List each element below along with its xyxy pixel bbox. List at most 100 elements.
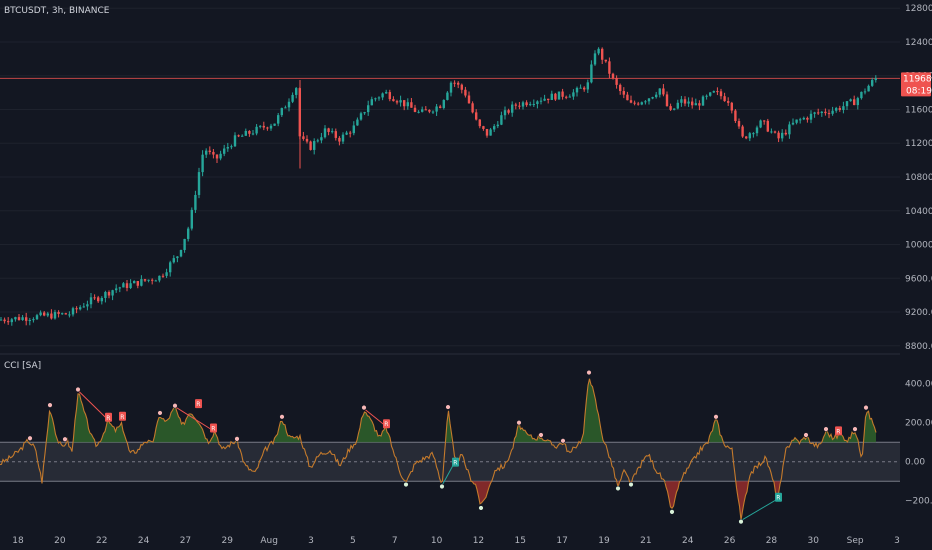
candle-body[interactable]	[615, 77, 618, 85]
candle-body[interactable]	[611, 73, 615, 78]
candle-body[interactable]	[565, 96, 568, 98]
candle-body[interactable]	[655, 94, 658, 98]
candle-body[interactable]	[737, 121, 741, 127]
candle-body[interactable]	[856, 98, 859, 106]
candle-body[interactable]	[17, 317, 21, 321]
candle-body[interactable]	[824, 111, 827, 114]
candle-body[interactable]	[208, 150, 211, 152]
price-axis[interactable]: 8800.00 9200.00 9600.00 10000.00 10400.00 108…	[905, 4, 932, 352]
candle-body[interactable]	[673, 108, 676, 110]
candle-body[interactable]	[287, 101, 291, 108]
candle-body[interactable]	[773, 131, 777, 133]
candle-body[interactable]	[277, 115, 280, 124]
candle-body[interactable]	[255, 126, 258, 134]
candle-body[interactable]	[28, 319, 31, 321]
candle-body[interactable]	[626, 94, 629, 101]
price-candles[interactable]	[0, 47, 877, 326]
candle-body[interactable]	[75, 308, 78, 310]
candle-body[interactable]	[799, 119, 802, 121]
candle-body[interactable]	[475, 112, 478, 120]
candle-body[interactable]	[647, 98, 651, 102]
candle-body[interactable]	[331, 131, 334, 133]
candle-body[interactable]	[172, 258, 175, 263]
candle-body[interactable]	[421, 109, 424, 112]
cci-series-line[interactable]	[0, 378, 877, 521]
candle-body[interactable]	[248, 130, 251, 134]
candle-body[interactable]	[125, 283, 129, 288]
candle-body[interactable]	[424, 109, 427, 111]
candle-body[interactable]	[259, 125, 262, 127]
candle-body[interactable]	[680, 99, 683, 103]
cci-axis[interactable]: −200.00 0.00 200.00 400.00	[905, 380, 932, 507]
candle-body[interactable]	[395, 101, 399, 103]
candle-body[interactable]	[356, 119, 359, 126]
candle-body[interactable]	[874, 78, 877, 81]
candle-body[interactable]	[781, 132, 784, 139]
candle-body[interactable]	[759, 120, 762, 128]
time-axis[interactable]: 18 20 22 24 27 29 Aug 3 5 7 10 12 15 17 19 21 24 26 28 30 Se…	[12, 536, 900, 546]
candle-body[interactable]	[460, 84, 463, 90]
candle-body[interactable]	[367, 105, 370, 113]
candle-body[interactable]	[500, 115, 503, 125]
candle-body[interactable]	[341, 134, 345, 142]
candle-body[interactable]	[802, 117, 805, 120]
candle-body[interactable]	[518, 105, 521, 107]
candle-body[interactable]	[806, 117, 809, 120]
candle-body[interactable]	[791, 122, 795, 125]
candle-body[interactable]	[788, 124, 791, 135]
candle-body[interactable]	[521, 102, 525, 107]
candle-body[interactable]	[770, 131, 773, 133]
candle-body[interactable]	[730, 102, 733, 111]
candle-body[interactable]	[867, 85, 870, 92]
candle-body[interactable]	[734, 110, 737, 122]
candle-body[interactable]	[385, 92, 388, 94]
candle-body[interactable]	[190, 209, 193, 229]
candle-body[interactable]	[755, 127, 759, 134]
candle-body[interactable]	[831, 110, 834, 114]
candle-body[interactable]	[388, 92, 391, 100]
candle-body[interactable]	[719, 91, 723, 97]
candle-body[interactable]	[403, 100, 406, 107]
candle-body[interactable]	[547, 98, 550, 100]
candle-body[interactable]	[377, 97, 381, 99]
candle-body[interactable]	[827, 113, 831, 115]
candle-body[interactable]	[374, 98, 377, 100]
candle-body[interactable]	[79, 307, 82, 310]
candle-body[interactable]	[302, 136, 305, 139]
candle-body[interactable]	[115, 288, 118, 291]
candle-body[interactable]	[554, 93, 557, 100]
candle-body[interactable]	[313, 141, 316, 150]
candle-body[interactable]	[201, 154, 204, 173]
candle-body[interactable]	[651, 97, 654, 99]
candle-body[interactable]	[496, 124, 499, 127]
candle-body[interactable]	[104, 291, 107, 298]
candle-body[interactable]	[219, 153, 222, 159]
candle-body[interactable]	[111, 290, 114, 296]
candle-body[interactable]	[683, 99, 687, 104]
candle-body[interactable]	[550, 93, 553, 100]
candle-body[interactable]	[860, 91, 863, 99]
candle-body[interactable]	[727, 101, 730, 103]
candle-body[interactable]	[32, 319, 35, 321]
candle-body[interactable]	[511, 104, 514, 113]
candle-body[interactable]	[151, 279, 154, 281]
candle-body[interactable]	[493, 126, 496, 130]
candle-body[interactable]	[244, 130, 247, 136]
candle-body[interactable]	[467, 95, 471, 104]
candle-body[interactable]	[478, 119, 481, 127]
candle-body[interactable]	[309, 141, 312, 150]
candle-body[interactable]	[406, 102, 409, 107]
candle-body[interactable]	[820, 111, 823, 113]
candle-body[interactable]	[604, 59, 607, 62]
candle-body[interactable]	[93, 297, 96, 299]
candle-body[interactable]	[89, 297, 93, 305]
candle-body[interactable]	[147, 279, 150, 281]
candle-body[interactable]	[439, 106, 442, 108]
candle-body[interactable]	[741, 126, 744, 137]
candle-body[interactable]	[413, 107, 417, 112]
candle-body[interactable]	[176, 256, 179, 259]
candle-body[interactable]	[835, 108, 838, 111]
candle-body[interactable]	[809, 113, 813, 120]
candle-body[interactable]	[273, 123, 276, 126]
candle-body[interactable]	[845, 101, 849, 107]
